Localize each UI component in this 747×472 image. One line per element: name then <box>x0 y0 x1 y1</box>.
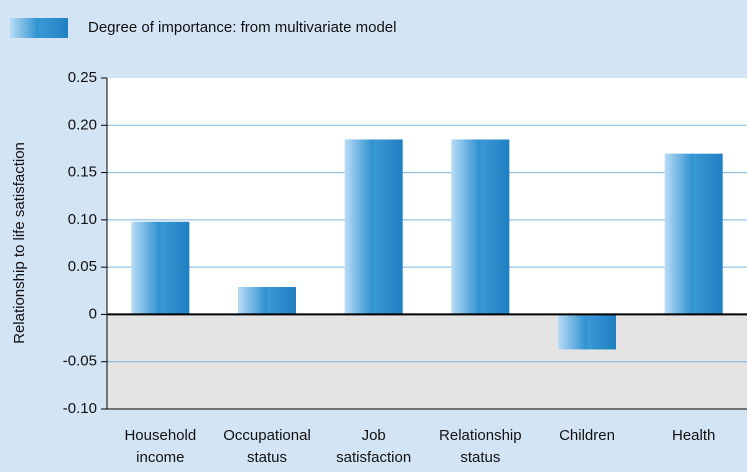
x-tick-label: Children <box>559 427 615 444</box>
legend-swatch <box>10 18 68 38</box>
y-tick-label: 0.20 <box>68 116 97 133</box>
y-axis-label: Relationship to life satisfaction <box>11 142 28 344</box>
y-tick-label: -0.10 <box>63 400 97 417</box>
x-tick-label: Job satisfaction <box>336 427 411 466</box>
bar <box>238 287 296 315</box>
y-tick-label: 0.15 <box>68 164 97 181</box>
bar <box>664 153 723 315</box>
bar <box>131 221 190 315</box>
bar <box>558 314 616 350</box>
plot-area <box>107 78 747 315</box>
bar <box>451 139 510 315</box>
x-tick-label: Occupational status <box>223 427 311 466</box>
x-tick-label: Health <box>672 427 715 444</box>
y-tick-label: 0 <box>89 305 97 322</box>
y-tick-label: 0.25 <box>68 69 97 86</box>
y-tick-label: -0.05 <box>63 353 97 370</box>
x-tick-label: Household income <box>124 427 196 466</box>
y-tick-label: 0.05 <box>68 258 97 275</box>
x-tick-label: Relationship status <box>439 427 522 466</box>
legend-label: Degree of importance: from multivariate … <box>88 19 396 36</box>
bar <box>344 139 403 315</box>
y-tick-label: 0.10 <box>68 211 97 228</box>
